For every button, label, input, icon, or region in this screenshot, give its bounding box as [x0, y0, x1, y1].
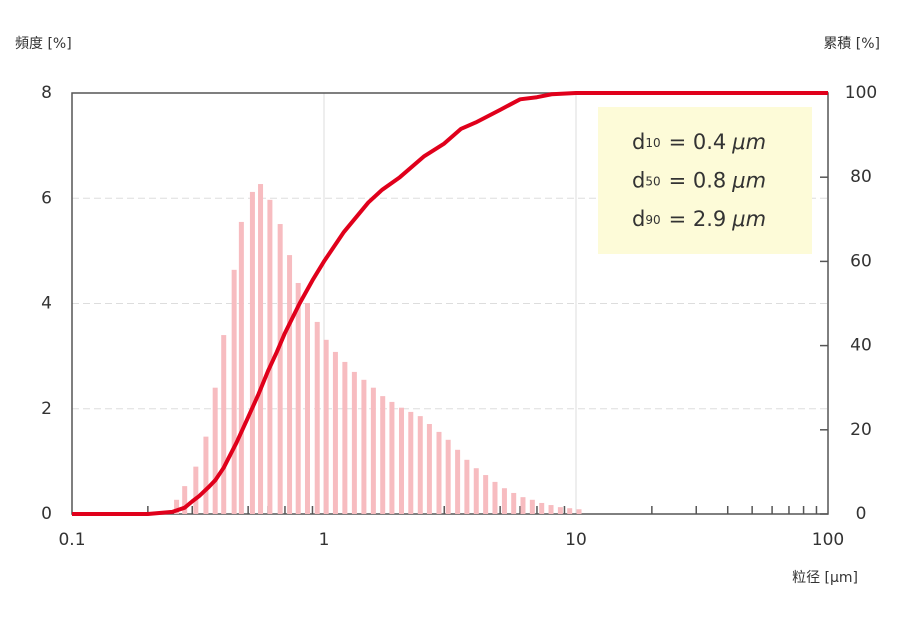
annotation-sub: 90 — [645, 213, 660, 227]
bar — [389, 401, 395, 514]
bar — [249, 191, 255, 514]
bar — [445, 439, 451, 514]
bar — [277, 224, 283, 514]
bar — [351, 371, 357, 514]
bar — [203, 436, 209, 514]
bar — [483, 475, 489, 514]
y-tick-label: 6 — [41, 188, 52, 208]
bar — [295, 282, 301, 514]
bar — [464, 459, 470, 514]
bar — [304, 302, 310, 514]
annotation-unit: μm — [731, 207, 766, 231]
annotation-unit: μm — [731, 169, 766, 193]
y2-tick-label: 0 — [856, 504, 867, 524]
bar — [221, 335, 227, 514]
annotation-symbol: d — [632, 130, 645, 154]
bar — [511, 492, 517, 514]
bar — [529, 499, 535, 514]
y-tick-label: 8 — [41, 83, 52, 103]
bar — [342, 361, 348, 514]
bar — [557, 507, 563, 514]
y-tick-label: 2 — [41, 399, 52, 419]
x-tick-label: 0.1 — [58, 530, 85, 550]
bar — [287, 255, 293, 514]
y2-tick-label: 80 — [850, 167, 872, 187]
cumulative-line — [72, 91, 828, 516]
bar — [332, 351, 338, 514]
bar — [492, 481, 498, 514]
y-tick-label: 4 — [41, 294, 52, 314]
bar — [408, 411, 414, 514]
y2-tick-label: 40 — [850, 336, 872, 356]
bar — [576, 509, 582, 514]
bar — [174, 499, 180, 514]
x-tick-label: 1 — [319, 530, 330, 550]
bar — [567, 508, 573, 514]
bar — [455, 449, 461, 514]
annotation-symbol: d — [632, 207, 645, 231]
bar — [417, 416, 423, 514]
annotation-sub: 50 — [645, 174, 660, 188]
x-axis-label: 粒径 [μm] — [792, 570, 858, 586]
bar — [501, 488, 507, 514]
y-tick-label: 0 — [41, 504, 52, 524]
bar — [314, 321, 320, 514]
y2-tick-label: 100 — [845, 83, 877, 103]
bar — [238, 221, 244, 514]
bar — [361, 379, 367, 514]
bar — [182, 486, 188, 514]
bar — [258, 184, 264, 514]
annotation-sub: 10 — [645, 136, 660, 150]
bar — [212, 387, 218, 514]
bar — [473, 468, 479, 514]
x-tick-label: 10 — [565, 530, 587, 550]
annotation-value: = 2.9 — [669, 207, 727, 231]
bar — [231, 269, 237, 514]
y2-tick-label: 60 — [850, 251, 872, 271]
bar — [193, 466, 199, 514]
annotation: d90 = 2.9 μm — [632, 207, 766, 231]
y2-axis-label: 累積 [%] — [823, 36, 880, 52]
annotation: d10 = 0.4 μm — [632, 130, 766, 154]
annotation: d50 = 0.8 μm — [632, 169, 766, 193]
y2-tick-label: 20 — [850, 420, 872, 440]
annotation-unit: μm — [731, 130, 766, 154]
bar — [436, 431, 442, 514]
bar — [380, 396, 386, 514]
bar — [370, 387, 376, 514]
bar — [323, 339, 329, 514]
bar — [267, 199, 273, 515]
annotation-value: = 0.8 — [669, 169, 727, 193]
bar — [548, 505, 554, 514]
bar — [539, 502, 545, 514]
bar — [426, 424, 432, 514]
x-tick-label: 100 — [812, 530, 844, 550]
bar — [398, 407, 404, 514]
annotation-value: = 0.4 — [669, 130, 727, 154]
annotation-box — [598, 107, 812, 254]
y-axis-label: 頻度 [%] — [15, 36, 72, 52]
annotation-symbol: d — [632, 169, 645, 193]
bar — [520, 497, 526, 514]
